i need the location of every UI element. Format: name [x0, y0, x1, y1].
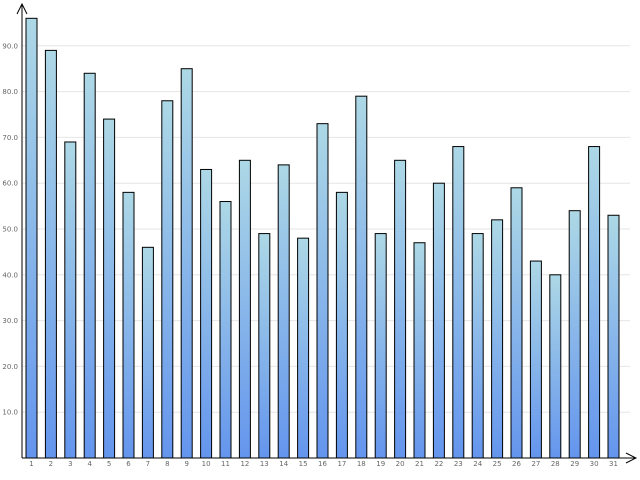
- x-tick-label-18: 18: [357, 460, 366, 468]
- bar-3: [64, 141, 77, 459]
- bar-11: [219, 201, 232, 459]
- bar-22: [432, 182, 445, 459]
- y-tick-label-90: 90.0: [2, 42, 18, 50]
- x-tick-label-8: 8: [165, 460, 169, 468]
- bar-15: [297, 237, 310, 459]
- y-axis-arrow: [16, 2, 28, 15]
- bar-17: [335, 191, 348, 459]
- x-tick-label-16: 16: [318, 460, 327, 468]
- bar-31: [607, 214, 620, 459]
- y-tick-label-60: 60.0: [2, 180, 18, 188]
- bar-6: [122, 191, 135, 459]
- x-tick-labels: 1 2 3 4 5 6 7 8 9 10 11 12 13 14 15 16 17 18 19 20 21 22 23 24 2…: [29, 460, 618, 468]
- bar-30: [588, 146, 601, 459]
- bar-26: [510, 187, 523, 459]
- x-tick-label-5: 5: [107, 460, 111, 468]
- x-tick-label-27: 27: [531, 460, 540, 468]
- bar-23: [452, 146, 465, 459]
- y-tick-labels: 10.0 20.0 30.0 40.0 50.0 60.0 70.0 80.0 90.0: [2, 42, 18, 416]
- bar-27: [529, 260, 542, 459]
- bar-5: [103, 118, 116, 459]
- x-tick-label-17: 17: [337, 460, 346, 468]
- bar-24: [471, 233, 484, 459]
- x-tick-label-20: 20: [396, 460, 405, 468]
- x-tick-label-13: 13: [260, 460, 269, 468]
- bar-9: [180, 68, 193, 459]
- x-tick-label-7: 7: [146, 460, 150, 468]
- y-tick-label-70: 70.0: [2, 134, 18, 142]
- x-tick-label-10: 10: [202, 460, 211, 468]
- bar-16: [316, 123, 329, 459]
- bar-2: [44, 49, 57, 459]
- x-tick-label-25: 25: [493, 460, 502, 468]
- bar-8: [161, 100, 174, 459]
- x-tick-label-19: 19: [376, 460, 385, 468]
- bar-7: [141, 246, 154, 459]
- x-tick-label-24: 24: [473, 460, 482, 468]
- x-tick-label-31: 31: [609, 460, 618, 468]
- bars: [25, 17, 620, 459]
- x-tick-label-29: 29: [570, 460, 579, 468]
- y-tick-label-20: 20.0: [2, 363, 18, 371]
- x-tick-label-26: 26: [512, 460, 521, 468]
- bar-20: [394, 159, 407, 459]
- y-tick-label-10: 10.0: [2, 409, 18, 417]
- bar-4: [83, 72, 96, 459]
- bar-25: [491, 219, 504, 459]
- bar-13: [258, 233, 271, 459]
- axes: [16, 2, 638, 464]
- x-tick-label-22: 22: [434, 460, 443, 468]
- x-tick-label-11: 11: [221, 460, 230, 468]
- bar-28: [549, 274, 562, 459]
- x-axis-arrow: [625, 452, 638, 464]
- bar-21: [413, 242, 426, 459]
- bar-10: [200, 168, 213, 459]
- bar-1: [25, 17, 38, 459]
- x-tick-label-2: 2: [49, 460, 53, 468]
- x-tick-label-30: 30: [590, 460, 599, 468]
- x-tick-label-9: 9: [184, 460, 188, 468]
- x-tick-label-3: 3: [68, 460, 72, 468]
- x-tick-label-21: 21: [415, 460, 424, 468]
- x-tick-label-1: 1: [29, 460, 33, 468]
- bar-12: [238, 159, 251, 459]
- bar-14: [277, 164, 290, 459]
- x-tick-label-6: 6: [126, 460, 131, 468]
- x-tick-label-15: 15: [299, 460, 308, 468]
- y-tick-label-40: 40.0: [2, 271, 18, 279]
- x-tick-label-4: 4: [87, 460, 92, 468]
- bar-29: [568, 210, 581, 459]
- x-tick-label-23: 23: [454, 460, 463, 468]
- x-tick-label-28: 28: [551, 460, 560, 468]
- y-tick-label-30: 30.0: [2, 317, 18, 325]
- x-tick-label-14: 14: [279, 460, 288, 468]
- bar-18: [355, 95, 368, 459]
- x-tick-label-12: 12: [240, 460, 249, 468]
- y-tick-label-80: 80.0: [2, 88, 18, 96]
- y-tick-label-50: 50.0: [2, 226, 18, 234]
- bar-19: [374, 233, 387, 459]
